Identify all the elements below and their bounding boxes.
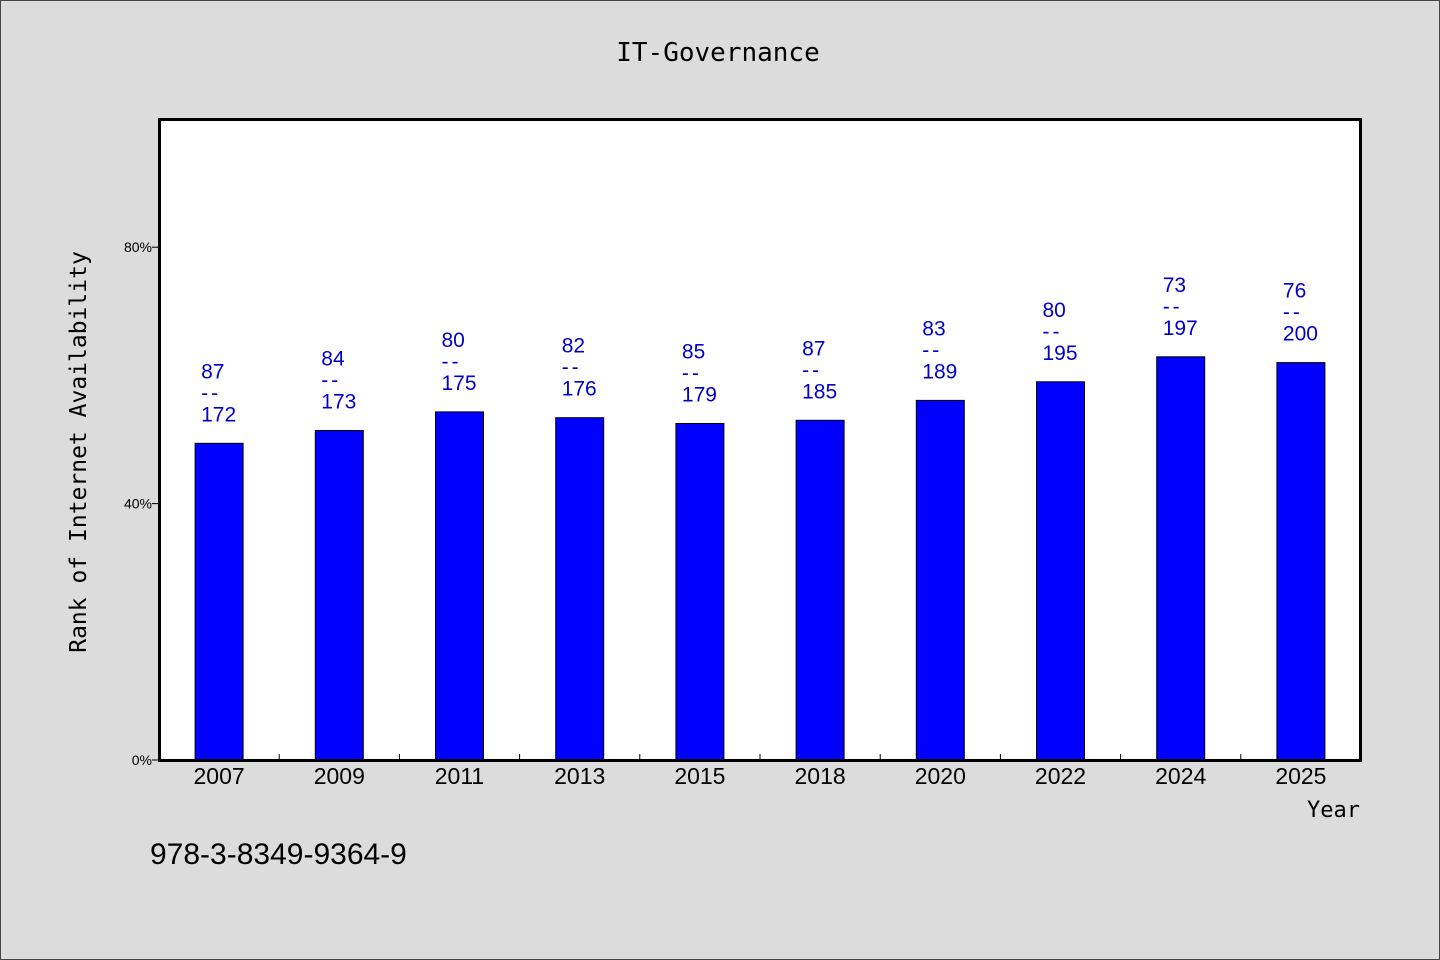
data-label-2007-separator: -- (201, 382, 221, 405)
data-label-2009-total: 173 (321, 391, 356, 414)
data-label-2007-value: 87 (201, 360, 224, 383)
data-label-2024-value: 73 (1163, 274, 1186, 297)
y-tick-label: 0% (132, 752, 152, 768)
x-tick-label-2018: 2018 (795, 763, 846, 789)
x-tick-label-2013: 2013 (554, 763, 605, 789)
data-label-2009-separator: -- (321, 369, 341, 392)
data-label-2022-value: 80 (1043, 299, 1066, 322)
data-label-2007-total: 172 (201, 403, 236, 426)
chart-title: IT-Governance (616, 38, 820, 68)
data-label-2009-value: 84 (321, 348, 345, 371)
data-label-2020-separator: -- (922, 339, 942, 362)
data-label-2015-total: 179 (682, 384, 717, 407)
x-tick-label-2025: 2025 (1275, 763, 1326, 789)
bars-group (194, 356, 1326, 761)
x-axis-label: Year (1307, 798, 1360, 823)
data-label-2013-separator: -- (562, 356, 582, 379)
x-axis-tick-labels: 2007 2009 2011 2013 2015 2018 2020 2022 2024 2025 (194, 763, 1327, 789)
data-label-2024-separator: -- (1163, 295, 1183, 318)
data-label-2018-total: 185 (802, 380, 837, 403)
footer-isbn-text: 978-3-8349-9364-9 (150, 838, 407, 871)
data-label-2022-total: 195 (1043, 342, 1078, 365)
x-tick-label-2020: 2020 (915, 763, 966, 789)
x-tick-label-2022: 2022 (1035, 763, 1086, 789)
data-label-2011-separator: -- (442, 350, 462, 373)
x-tick-label-2011: 2011 (435, 763, 484, 789)
bar-2024 (1156, 356, 1206, 761)
bar-2013 (555, 417, 605, 761)
data-label-2018-separator: -- (802, 359, 822, 382)
x-tick-label-2007: 2007 (194, 763, 245, 789)
x-tick-label-2024: 2024 (1155, 763, 1206, 789)
bar-2009 (314, 430, 364, 761)
bar-2018 (795, 419, 845, 761)
data-label-2025-separator: -- (1283, 301, 1303, 324)
data-label-2025-total: 200 (1283, 323, 1318, 346)
bar-2022 (1036, 381, 1085, 761)
bar-2007 (194, 442, 244, 761)
data-label-2022-separator: -- (1043, 320, 1063, 343)
data-label-2025-value: 76 (1283, 280, 1306, 303)
data-label-2015-separator: -- (682, 362, 702, 385)
y-tick-label: 80% (124, 239, 152, 255)
data-label-2013-value: 82 (562, 335, 585, 358)
data-label-2020-value: 83 (922, 317, 945, 340)
data-label-2018-value: 87 (802, 337, 825, 360)
bar-2025 (1276, 362, 1326, 761)
data-label-2024-total: 197 (1163, 317, 1198, 340)
bar-2020 (915, 399, 965, 761)
data-label-2011-value: 80 (442, 329, 465, 352)
bar-2011 (435, 411, 484, 761)
x-tick-label-2009: 2009 (314, 763, 365, 789)
data-label-2013-total: 176 (562, 378, 597, 401)
data-label-2011-total: 175 (442, 372, 477, 395)
data-label-2020-total: 189 (922, 360, 957, 383)
y-axis: 0% 40% 80% (124, 239, 159, 768)
data-labels-group: 87--17284--17380--17582--17685--17987--1… (201, 274, 1318, 427)
x-tick-label-2015: 2015 (674, 763, 725, 789)
y-tick-label: 40% (124, 496, 152, 512)
y-axis-label: Rank of Internet Availability (66, 251, 92, 653)
plot-frame (158, 118, 1362, 762)
data-label-2015-value: 85 (682, 341, 705, 364)
bar-2015 (675, 423, 725, 761)
